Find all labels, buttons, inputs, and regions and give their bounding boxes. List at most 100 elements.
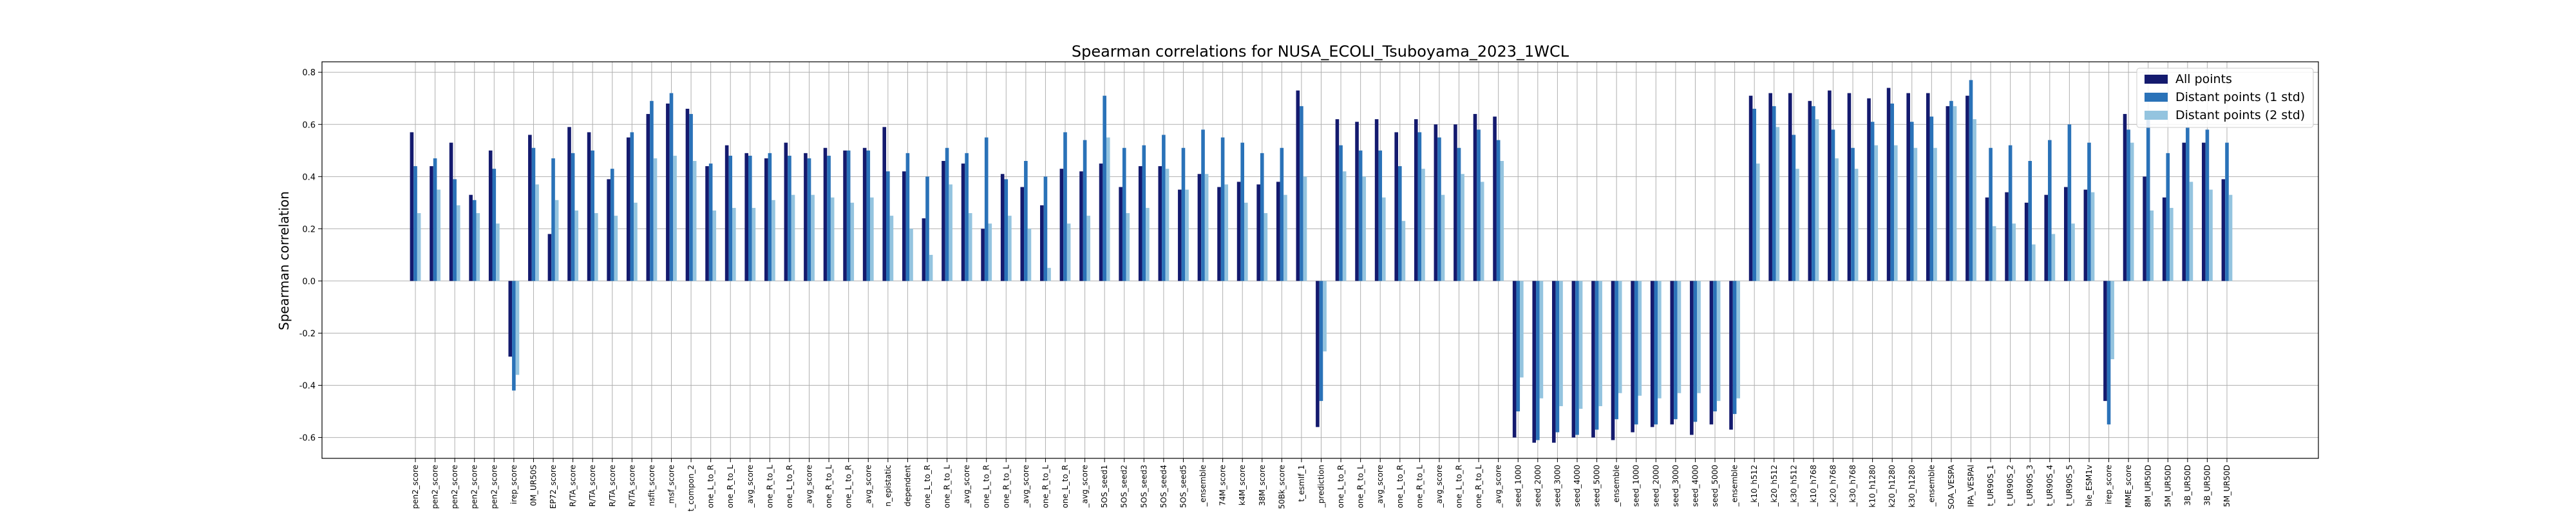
- bar: [1496, 140, 1501, 281]
- bar: [1079, 171, 1083, 281]
- x-tick-label: one_R_to_L: [1041, 465, 1050, 509]
- bar: [1690, 281, 1694, 435]
- bar: [866, 150, 871, 281]
- x-tick-label: _k10_h512: [1750, 465, 1759, 507]
- x-tick-label: 0M_UR50S: [529, 465, 538, 506]
- bar: [430, 166, 433, 281]
- bar: [1158, 166, 1162, 281]
- bar: [1965, 95, 1969, 281]
- bar: [1473, 114, 1477, 281]
- bar: [784, 142, 788, 281]
- bar: [1126, 213, 1130, 281]
- x-tick-label: _k30_h512: [1789, 465, 1798, 507]
- bar: [1434, 124, 1438, 281]
- x-tick-label: t_UR90S_5: [2065, 465, 2074, 506]
- bar: [791, 194, 795, 281]
- x-tick-label: t_UR90S_2: [2006, 465, 2015, 506]
- x-tick-label: one_R_to_L: [1001, 465, 1010, 509]
- bar: [748, 155, 752, 281]
- bar: [2221, 179, 2226, 281]
- bar: [1138, 166, 1142, 281]
- bar: [846, 150, 851, 281]
- x-tick-label: seed_4000: [1573, 465, 1582, 507]
- bar: [1926, 93, 1930, 281]
- bar: [673, 155, 677, 281]
- bar: [1536, 281, 1540, 440]
- bar: [1854, 169, 1859, 281]
- bar: [2071, 223, 2075, 281]
- x-tick-label: k10_h1280: [1868, 465, 1877, 507]
- bar: [2150, 211, 2154, 281]
- x-tick-label: one_R_to_L: [1356, 465, 1365, 509]
- x-tick-label: dependent: [903, 465, 912, 507]
- x-tick-label: 50Bk_score: [1277, 465, 1286, 509]
- x-tick-label: t_compon_2: [687, 465, 696, 512]
- bar: [1401, 221, 1406, 281]
- x-tick-label: irep_score: [509, 465, 518, 504]
- x-tick-label: seed_1000: [1632, 465, 1641, 507]
- bar: [1732, 281, 1737, 415]
- x-tick-label: k30_h1280: [1908, 465, 1917, 507]
- bar: [862, 147, 867, 281]
- bar: [830, 197, 835, 281]
- bar: [1532, 281, 1537, 443]
- bar: [1815, 119, 1819, 281]
- x-tick-label: _avg_score: [1494, 465, 1503, 508]
- bar: [488, 150, 493, 281]
- x-tick-label: pen2_score: [450, 465, 459, 509]
- x-tick-label: _avg_score: [805, 465, 814, 508]
- bar: [788, 155, 791, 281]
- bar: [1831, 129, 1835, 281]
- axes: -0.6 -0.4 -0.2 0.0 0.2 0.4 0.6 0.8 pen2_score pen…: [299, 61, 2319, 512]
- bar: [965, 153, 969, 281]
- bar: [1851, 147, 1855, 281]
- bar: [646, 114, 650, 281]
- bar: [607, 179, 611, 281]
- bar: [1043, 176, 1048, 281]
- bar: [531, 147, 536, 281]
- bar: [630, 132, 634, 281]
- bar: [626, 137, 630, 281]
- x-tick-label: _ensemble: [1927, 465, 1936, 507]
- bar: [610, 169, 614, 281]
- bar: [413, 166, 417, 281]
- bar: [1559, 281, 1563, 406]
- bar: [1316, 281, 1320, 427]
- bar: [1063, 132, 1067, 281]
- bar: [712, 211, 717, 281]
- bar: [1283, 194, 1287, 281]
- bar: [1119, 187, 1122, 281]
- x-tick-label: seed_3000: [1671, 465, 1680, 507]
- y-tick-label: 0.4: [302, 173, 316, 182]
- x-tick-label: one_R_to_L: [1474, 465, 1483, 509]
- x-tick-label: 3B_UR50D: [2183, 465, 2192, 506]
- bar: [889, 216, 894, 281]
- bar: [1477, 129, 1481, 281]
- bar: [669, 93, 674, 281]
- bar: [2083, 189, 2088, 281]
- bar: [1454, 124, 1457, 281]
- bar: [945, 147, 949, 281]
- bar: [1178, 189, 1182, 281]
- bar: [1362, 176, 1367, 281]
- bar: [807, 158, 811, 281]
- bar: [1989, 147, 1993, 281]
- bar: [1276, 182, 1280, 281]
- bar: [1578, 281, 1583, 409]
- x-tick-label: R/TA_score: [627, 465, 636, 507]
- x-tick-label: one_R_to_L: [765, 465, 774, 509]
- bar: [1059, 169, 1064, 281]
- bar: [1539, 281, 1544, 398]
- bar: [724, 145, 729, 281]
- bar: [2110, 281, 2114, 359]
- bar: [2024, 202, 2029, 281]
- plot-frame: [321, 61, 2319, 459]
- bar: [2028, 161, 2032, 281]
- bar: [705, 166, 709, 281]
- bar: [1792, 135, 1796, 281]
- bar: [1555, 281, 1560, 433]
- legend: All points Distant points (1 std) Distant …: [2136, 68, 2314, 128]
- x-tick-label: 38M_score: [1258, 465, 1267, 506]
- bar: [1204, 174, 1209, 281]
